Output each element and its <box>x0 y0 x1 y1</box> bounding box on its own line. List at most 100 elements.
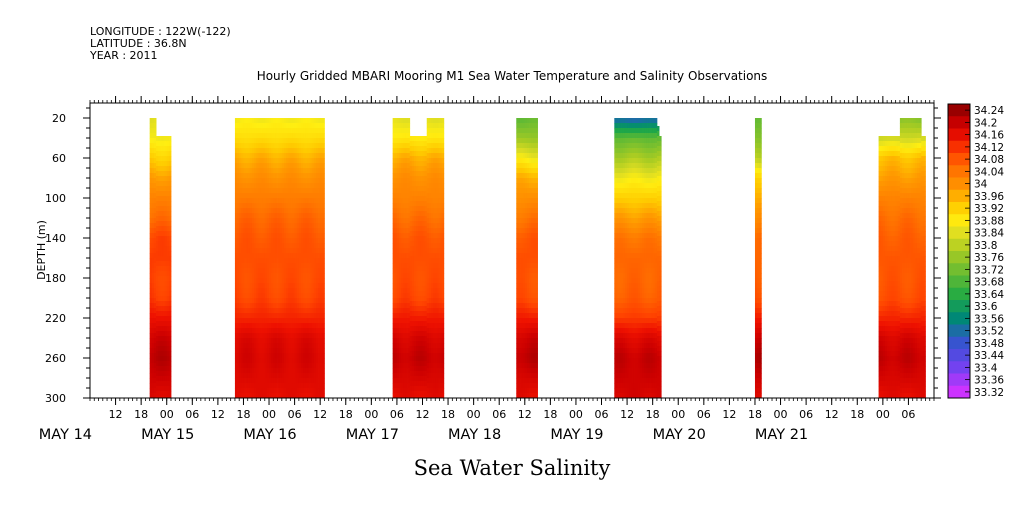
heat-cell <box>262 223 266 229</box>
heat-cell <box>234 343 238 349</box>
heat-cell <box>243 138 246 144</box>
heat-cell <box>305 368 308 374</box>
heat-cell <box>614 368 617 374</box>
heat-cell <box>411 241 415 247</box>
heat-cell <box>258 298 261 304</box>
heat-cell <box>307 148 310 154</box>
heat-cell <box>294 168 298 174</box>
heat-cell <box>298 138 302 144</box>
heat-cell <box>405 263 408 269</box>
heat-cell <box>290 213 293 219</box>
heat-cell <box>290 118 293 124</box>
heat-cell <box>399 273 402 279</box>
heat-cell <box>296 368 300 374</box>
heat-cell <box>301 308 304 314</box>
heat-cell <box>413 371 417 377</box>
heat-cell <box>411 306 415 312</box>
heat-cell <box>258 273 261 279</box>
heat-cell <box>264 353 268 359</box>
heat-cell <box>428 233 432 239</box>
heat-cell <box>411 381 415 387</box>
heat-cell <box>614 308 617 314</box>
heat-cell <box>305 163 308 169</box>
heat-cell <box>301 273 304 279</box>
heat-cell <box>531 293 534 299</box>
heat-cell <box>241 388 244 394</box>
heat-cell <box>399 378 402 384</box>
heat-cell <box>298 208 302 214</box>
heat-cell <box>441 148 445 154</box>
heat-cell <box>269 273 272 279</box>
heat-cell <box>422 391 426 397</box>
heat-cell <box>158 311 161 317</box>
heat-cell <box>160 266 163 272</box>
heat-cell <box>271 388 274 394</box>
heat-cell <box>522 393 526 399</box>
heat-cell <box>618 218 622 224</box>
heat-cell <box>520 343 524 349</box>
heat-cell <box>396 218 400 224</box>
heat-cell <box>254 158 257 164</box>
heat-cell <box>279 198 283 204</box>
heat-cell <box>428 203 432 209</box>
heat-cell <box>311 123 315 129</box>
heat-cell <box>303 343 306 349</box>
heat-cell <box>620 318 624 324</box>
heat-cell <box>401 283 404 289</box>
heat-cell <box>535 318 538 324</box>
heat-cell <box>439 178 443 184</box>
heat-cell <box>245 188 249 194</box>
heat-cell <box>158 301 161 307</box>
heat-cell <box>149 368 153 374</box>
heat-cell <box>277 253 281 259</box>
heat-cell <box>516 368 519 374</box>
heat-cell <box>394 248 398 254</box>
heat-cell <box>620 293 624 299</box>
heat-cell <box>529 328 532 334</box>
heat-cell <box>275 178 278 184</box>
heat-cell <box>273 133 276 139</box>
heat-cell <box>254 263 257 269</box>
heat-cell <box>531 178 534 184</box>
heat-cell <box>309 293 313 299</box>
heat-cell <box>526 228 530 234</box>
heat-cell <box>413 241 417 247</box>
heat-cell <box>158 386 161 392</box>
heat-cell <box>416 366 419 372</box>
heat-cell <box>277 198 281 204</box>
heat-cell <box>151 273 155 279</box>
heat-cell <box>424 356 428 362</box>
heat-cell <box>305 313 308 319</box>
heat-cell <box>243 263 246 269</box>
heat-cell <box>614 383 617 389</box>
heat-cell <box>288 158 291 164</box>
heat-cell <box>407 388 411 394</box>
heat-cell <box>275 318 278 324</box>
heat-cell <box>620 193 624 199</box>
heat-cell <box>311 248 315 254</box>
heat-cell <box>405 358 408 364</box>
heat-cell <box>281 383 285 389</box>
heat-cell <box>518 268 521 274</box>
heat-cell <box>422 161 426 167</box>
heat-cell <box>409 346 413 352</box>
heat-cell <box>166 351 170 357</box>
heat-cell <box>158 351 161 357</box>
heat-cell <box>435 258 438 264</box>
heat-cell <box>407 313 411 319</box>
heat-cell <box>516 283 519 289</box>
heat-cell <box>416 171 419 177</box>
heat-cell <box>396 343 400 349</box>
heat-cell <box>533 158 536 164</box>
heat-cell <box>149 333 153 339</box>
heat-cell <box>403 148 406 154</box>
heat-cell <box>294 288 298 294</box>
heat-cell <box>237 293 240 299</box>
heat-cell <box>277 358 281 364</box>
heat-cell <box>426 218 430 224</box>
heat-cell <box>269 348 272 354</box>
heat-cell <box>281 268 285 274</box>
heat-cell <box>168 196 172 202</box>
heat-cell <box>303 178 306 184</box>
heat-cell <box>401 323 404 329</box>
